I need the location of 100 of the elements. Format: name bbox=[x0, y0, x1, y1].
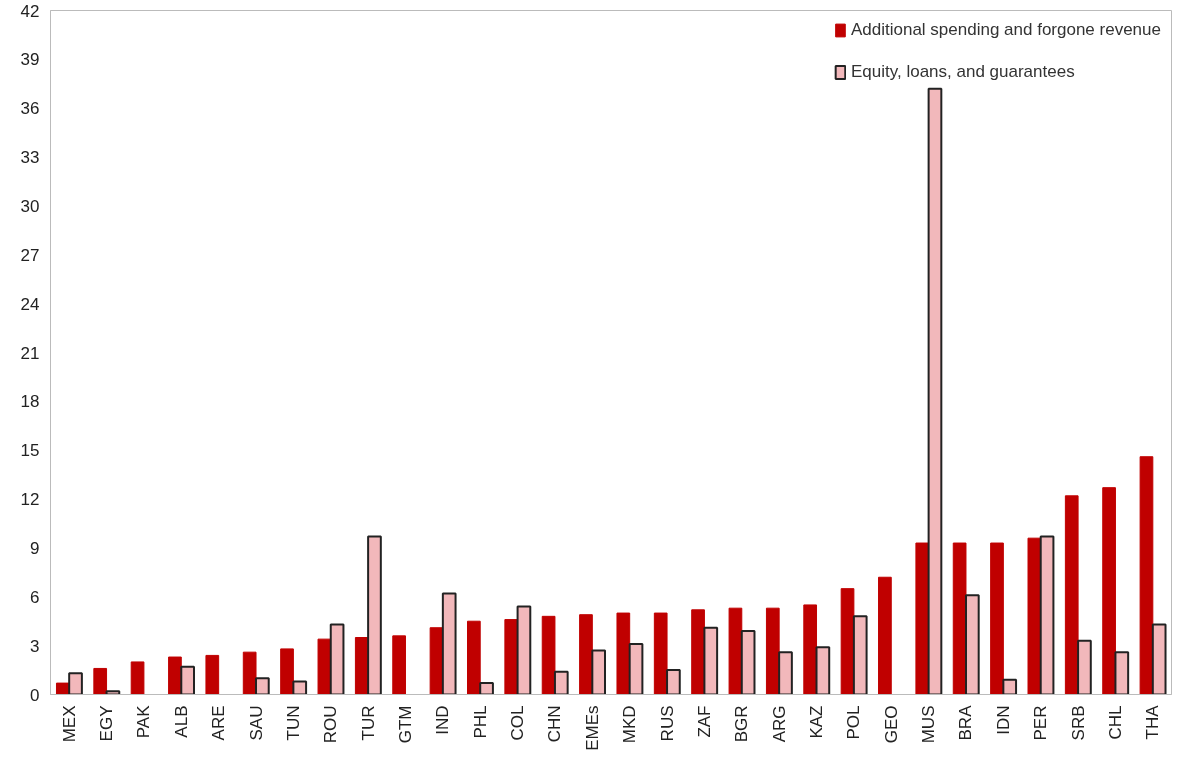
bar bbox=[628, 643, 644, 695]
y-tick-label: 12 bbox=[20, 490, 40, 510]
x-tick-label: PAK bbox=[134, 704, 154, 739]
bar bbox=[728, 607, 743, 695]
y-tick-label: 33 bbox=[20, 148, 40, 168]
bar bbox=[292, 680, 308, 695]
bar bbox=[255, 677, 270, 695]
y-tick-label: 6 bbox=[30, 587, 40, 607]
bar bbox=[329, 623, 345, 695]
bar bbox=[952, 542, 967, 695]
bar bbox=[516, 605, 532, 695]
bar bbox=[541, 615, 556, 695]
bar bbox=[990, 542, 1004, 695]
bar bbox=[242, 651, 257, 695]
x-tick-label: COL bbox=[508, 705, 528, 741]
x-tick-label: EMEs bbox=[582, 705, 602, 751]
bar bbox=[765, 607, 780, 695]
y-tick-label: 18 bbox=[20, 392, 40, 412]
x-tick-label: ARG bbox=[769, 705, 789, 743]
bar bbox=[130, 661, 145, 695]
bar bbox=[1151, 623, 1167, 695]
legend-label: Additional spending and forgone revenue bbox=[850, 20, 1161, 40]
y-tick-label: 30 bbox=[20, 196, 40, 216]
x-tick-label: CHN bbox=[545, 705, 565, 743]
legend-label: Equity, loans, and guarantees bbox=[850, 62, 1075, 82]
x-tick-label: IND bbox=[433, 705, 453, 735]
bar bbox=[1039, 535, 1055, 695]
y-tick-label: 24 bbox=[20, 294, 40, 314]
bar bbox=[840, 588, 855, 695]
bar bbox=[1002, 678, 1018, 695]
bar bbox=[740, 629, 756, 695]
bar bbox=[1027, 537, 1042, 695]
y-tick-label: 39 bbox=[20, 50, 40, 70]
x-tick-label: BRA bbox=[956, 704, 976, 741]
y-tick-label: 21 bbox=[20, 343, 40, 363]
bar bbox=[691, 609, 705, 695]
bar bbox=[915, 542, 930, 695]
bar bbox=[579, 614, 593, 695]
bar bbox=[1139, 456, 1154, 695]
bar bbox=[429, 627, 444, 695]
x-tick-label: THA bbox=[1143, 704, 1163, 740]
bar bbox=[280, 648, 294, 695]
x-tick-label: IDN bbox=[993, 705, 1013, 735]
x-tick-label: KAZ bbox=[807, 705, 827, 739]
bar bbox=[441, 592, 457, 695]
x-tick-label: TUR bbox=[358, 705, 378, 741]
bar bbox=[1064, 495, 1079, 695]
x-tick-label: ZAF bbox=[694, 705, 714, 738]
y-tick-label: 9 bbox=[30, 538, 40, 558]
x-tick-label: MUS bbox=[919, 705, 939, 744]
x-tick-label: SAU bbox=[246, 705, 266, 741]
y-tick-label: 36 bbox=[20, 99, 40, 119]
x-tick-label: GEO bbox=[881, 705, 901, 744]
bar bbox=[878, 576, 892, 695]
y-tick-label: 15 bbox=[20, 441, 40, 461]
bar bbox=[653, 612, 668, 695]
x-tick-label: MKD bbox=[620, 705, 640, 744]
bar bbox=[1102, 487, 1116, 695]
bar bbox=[392, 635, 406, 695]
x-tick-label: TUN bbox=[283, 705, 303, 741]
x-tick-label: ALB bbox=[171, 705, 191, 738]
bar bbox=[367, 535, 382, 695]
y-tick-label: 42 bbox=[20, 1, 40, 21]
bar bbox=[815, 646, 831, 695]
x-tick-label: BGR bbox=[732, 705, 752, 743]
bar bbox=[105, 690, 121, 695]
x-tick-label: PER bbox=[1031, 705, 1051, 741]
x-tick-label: EGY bbox=[97, 705, 117, 742]
y-tick-label: 3 bbox=[30, 636, 40, 656]
bar bbox=[1077, 639, 1092, 695]
bar bbox=[168, 656, 182, 695]
x-tick-label: GTM bbox=[395, 705, 415, 744]
bar bbox=[616, 612, 631, 695]
bar bbox=[93, 667, 108, 695]
bar bbox=[591, 649, 607, 695]
bar bbox=[68, 672, 83, 695]
bar bbox=[803, 604, 818, 695]
bar bbox=[964, 594, 980, 695]
bar bbox=[180, 665, 195, 695]
bar bbox=[553, 670, 569, 695]
bar bbox=[852, 615, 868, 695]
y-tick-label: 27 bbox=[20, 245, 40, 265]
bar bbox=[479, 682, 494, 695]
x-tick-label: PHL bbox=[470, 705, 490, 739]
bar bbox=[467, 620, 481, 695]
bar bbox=[1114, 651, 1130, 695]
x-tick-label: POL bbox=[844, 705, 864, 740]
x-tick-label: CHL bbox=[1105, 705, 1125, 740]
bar bbox=[927, 87, 943, 695]
bar bbox=[778, 651, 793, 695]
x-tick-label: ROU bbox=[321, 705, 341, 744]
x-tick-label: RUS bbox=[657, 705, 677, 742]
x-tick-label: MEX bbox=[59, 705, 79, 743]
bar bbox=[504, 619, 519, 695]
bar bbox=[666, 669, 681, 695]
bar bbox=[317, 638, 332, 695]
bar bbox=[703, 626, 719, 695]
y-tick-label: 0 bbox=[30, 685, 40, 705]
x-tick-label: ARE bbox=[209, 705, 229, 741]
bar bbox=[205, 654, 220, 695]
